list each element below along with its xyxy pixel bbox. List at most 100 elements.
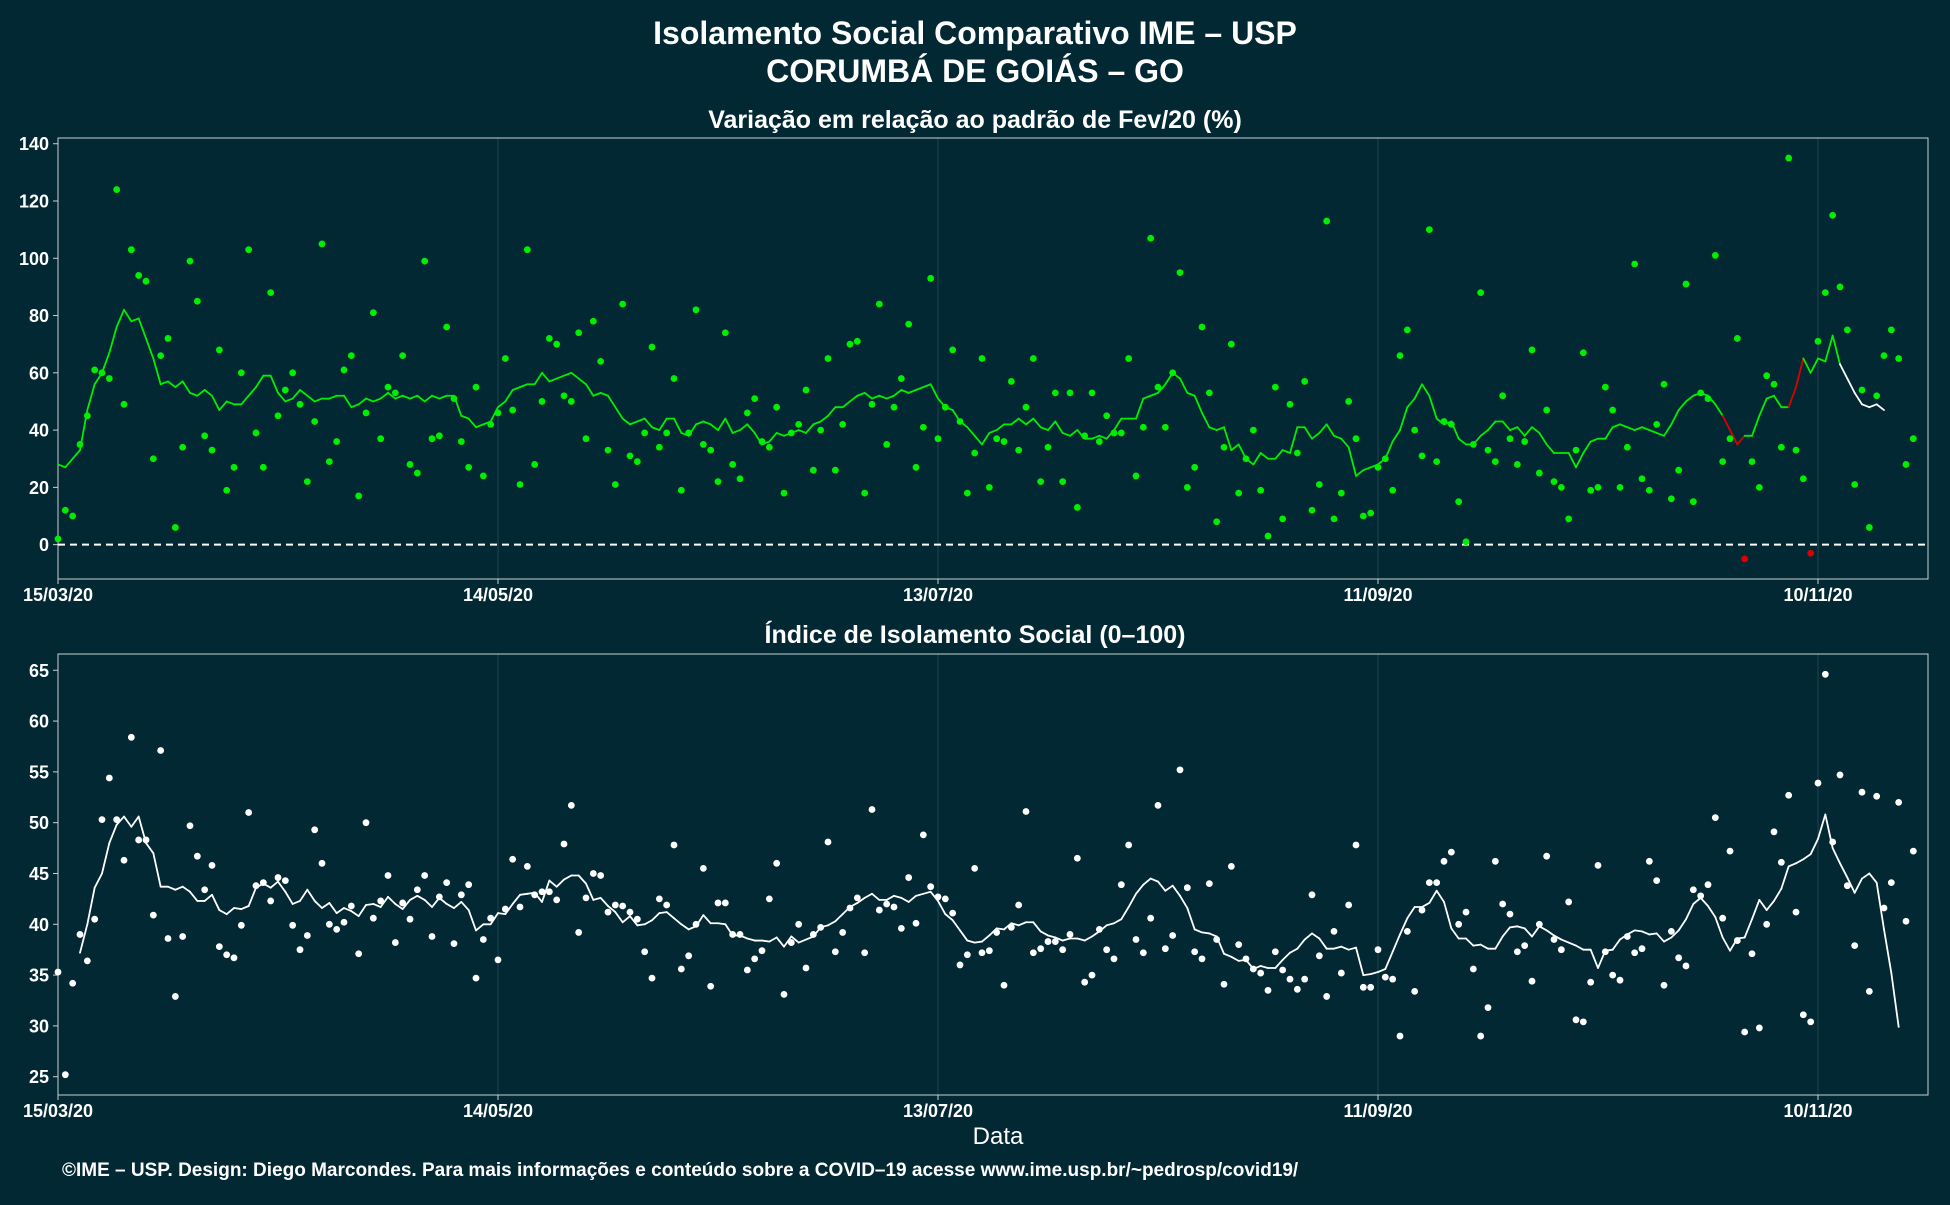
panel-2-moving-average-segment [211,893,221,911]
panel-2-data-point [1323,993,1331,1000]
panel-1-data-point [1513,461,1521,468]
panel-1-data-point [54,535,62,543]
panel-2-moving-average-segment [1883,928,1893,974]
panel-1-data-point [633,458,641,465]
panel-2-x-tick-label-2: 13/07/20 [903,1101,973,1121]
panel-2-data-point [1213,936,1221,943]
panel-1-moving-average-segment [313,397,323,403]
panel-2-data-point [1814,779,1822,787]
panel-1-data-point [604,446,612,454]
panel-2-moving-average-segment [1186,907,1196,931]
panel-1-data-point [208,446,216,454]
panel-1-data-point [1873,392,1881,400]
panel-1-y-tick-label-4: 80 [29,306,49,326]
panel-1-data-point [1308,506,1316,514]
panel-1-moving-average-segment [1787,386,1797,409]
panel-1-moving-average-segment [167,380,177,389]
panel-1-moving-average-segment [533,371,543,386]
panel-1-data-point [1807,549,1815,557]
panel-2-data-point [663,901,671,909]
panel-1-moving-average-segment [1846,377,1856,394]
panel-1-data-point [883,441,891,448]
panel-2-moving-average-segment [834,913,844,923]
panel-1-data-point [773,403,781,411]
panel-1-data-point [1521,438,1529,445]
panel-1-data-point [479,472,487,480]
panel-1-moving-average-segment [1545,443,1555,454]
panel-2-data-point [1455,920,1463,928]
panel-1-data-point [780,489,788,497]
panel-1-data-point [142,277,150,285]
panel-2-data-point [897,924,905,932]
panel-1-data-point [362,409,370,417]
panel-1-moving-average-segment [1670,409,1680,426]
panel-1-data-point [274,412,282,420]
panel-1-data-point [1396,352,1404,360]
panel-2-data-point [1719,914,1727,922]
panel-2-moving-average-segment [1142,877,1152,886]
panel-2-moving-average-segment [863,892,873,899]
panel-1-data-point [509,406,517,414]
panel-1-data-point [1271,383,1279,391]
panel-1-moving-average-segment [357,397,367,406]
panel-1-y-tick-label-2: 40 [29,421,49,441]
panel-1-moving-average-segment [1252,452,1262,466]
panel-1-moving-average-segment [196,389,206,397]
panel-2-moving-average-segment [1193,928,1203,934]
panel-1-data-point [245,246,253,254]
panel-1-moving-average-segment [1861,403,1871,409]
panel-1-data-point [1902,461,1910,468]
panel-2-data-point [941,895,949,903]
panel-2-moving-average-segment [1868,872,1878,884]
panel-2-data-point [597,872,605,879]
panel-2-moving-average-segment [1391,933,1401,953]
panel-2-data-point [780,991,788,998]
panel-1-moving-average-segment [1809,357,1819,374]
panel-2-data-point [1499,900,1507,908]
panel-2-data-point [127,733,135,741]
panel-2-data-point [589,870,597,877]
panel-1-data-point [237,369,245,377]
panel-2-data-point [1836,771,1844,779]
panel-1-data-point [1689,498,1697,506]
panel-1-data-point [1425,226,1433,234]
panel-2-data-point [641,948,649,956]
panel-1-moving-average-segment [379,391,389,400]
panel-1-data-point [347,352,355,360]
panel-1-data-point [1741,555,1749,563]
panel-1-moving-average-segment [1289,426,1299,454]
panel-1-data-point [619,300,627,308]
panel-1-data-point [1389,486,1397,494]
panel-2-moving-average-segment [1135,883,1145,895]
panel-2-moving-average-segment [401,899,411,910]
panel-1-moving-average-segment [1135,397,1145,420]
panel-1-data-point [1000,438,1008,445]
panel-2-data-point [1286,975,1294,983]
panel-1-data-point [1770,380,1778,388]
panel-2-moving-average-segment [1839,862,1849,879]
panel-1-data-point [575,329,583,337]
panel-2-data-point [1726,847,1734,855]
panel-1-moving-average-segment [115,308,125,328]
panel-1-data-point [428,435,436,443]
panel-1-data-point [1748,458,1756,465]
panel-1-y-tick-label-3: 60 [29,363,49,383]
panel-2-data-point [1381,973,1389,981]
panel-1-data-point [758,438,766,445]
panel-1-data-point [259,463,267,471]
chart-subtitle: CORUMBÁ DE GOIÁS – GO [766,53,1184,89]
panel-1-data-point [1550,478,1558,486]
panel-2-moving-average-segment [189,890,199,902]
panel-2-data-point [120,856,128,864]
panel-2-data-point [171,993,179,1000]
panel-2-moving-average-segment [827,920,837,927]
panel-1-data-point [1403,326,1411,334]
panel-2-data-point [839,929,847,936]
panel-1-moving-average-segment [805,423,815,434]
panel-1-moving-average-segment [658,417,668,431]
panel-1-x-tick-label-3: 11/09/20 [1343,585,1412,605]
panel-2-moving-average-segment [1648,932,1658,936]
panel-2-data-point [54,968,62,976]
panel-2-moving-average-segment [1501,926,1511,938]
panel-2-moving-average-segment [1567,941,1577,947]
